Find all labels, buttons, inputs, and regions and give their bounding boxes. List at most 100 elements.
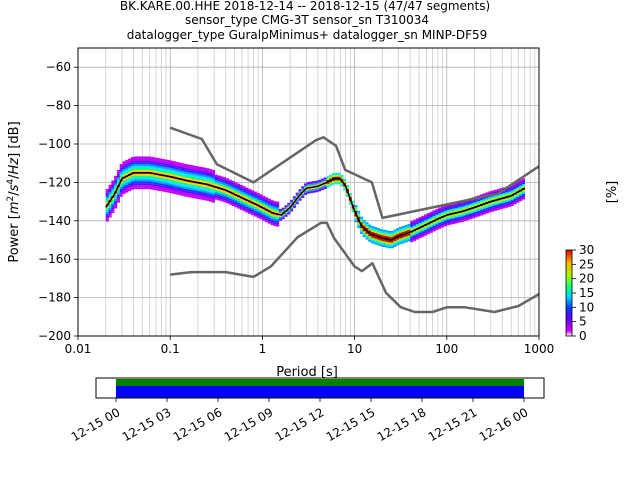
psd-bin (407, 224, 411, 227)
psd-bin (281, 217, 285, 220)
psd-bin (133, 169, 137, 172)
psd-bin (136, 187, 140, 190)
psd-bin (463, 215, 467, 218)
psd-bin (158, 185, 162, 188)
y-tick-label: −140 (38, 214, 71, 228)
psd-bin (167, 171, 171, 174)
psd-bin (519, 179, 523, 182)
psd-bin (200, 190, 204, 193)
psd-bin (331, 178, 336, 181)
psd-bin (116, 200, 121, 203)
psd-bin (438, 215, 442, 218)
timeline-tick-label: 12-15 06 (171, 405, 225, 444)
psd-bin (133, 173, 137, 176)
psd-bin (410, 240, 414, 243)
psd-bin (200, 195, 204, 198)
psd-bin (172, 170, 176, 173)
psd-bin (245, 206, 249, 209)
psd-bin (167, 173, 171, 176)
psd-bin (281, 207, 285, 210)
psd-bin (237, 193, 241, 196)
psd-bin (225, 182, 229, 185)
psd-bin (125, 173, 129, 176)
psd-bin (306, 184, 310, 186)
psd-bin (412, 231, 417, 234)
psd-bin (259, 203, 263, 206)
psd-bin (435, 228, 439, 231)
psd-bin (510, 192, 514, 195)
psd-bin (312, 183, 316, 185)
psd-bin (116, 196, 121, 199)
psd-bin (125, 188, 129, 191)
psd-bin (119, 187, 123, 190)
psd-bin (474, 207, 478, 210)
psd-bin (217, 194, 221, 197)
psd-bin (435, 208, 439, 211)
psd-bin (147, 181, 151, 184)
psd-bin (320, 188, 324, 191)
psd-bin (345, 187, 350, 190)
psd-bin (410, 221, 414, 223)
psd-bin (253, 214, 257, 217)
psd-bin (122, 172, 126, 175)
psd-bin (267, 206, 271, 209)
psd-bin (499, 201, 503, 204)
psd-bin (259, 215, 263, 218)
psd-bin (440, 212, 445, 215)
psd-bin (192, 186, 196, 189)
psd-bin (144, 169, 148, 172)
psd-bin (256, 212, 260, 214)
psd-bin (150, 164, 154, 167)
psd-bin (156, 167, 160, 170)
psd-bin (122, 190, 126, 193)
psd-bin (108, 196, 112, 199)
psd-bin (183, 192, 188, 195)
psd-bin (217, 179, 221, 182)
psd-bin (432, 229, 436, 232)
psd-bin (480, 211, 484, 214)
psd-bin (195, 191, 199, 193)
psd-bin (440, 210, 445, 213)
psd-bin (359, 222, 364, 225)
psd-bin (250, 205, 255, 208)
psd-bin (153, 180, 157, 183)
psd-bin (158, 158, 162, 161)
psd-bin (362, 223, 366, 226)
psd-bin (217, 177, 221, 180)
psd-bin (278, 210, 283, 213)
psd-bin (340, 174, 344, 177)
psd-bin (477, 201, 481, 204)
psd-bin (421, 227, 425, 230)
psd-bin (382, 233, 386, 236)
psd-bin (309, 183, 313, 186)
timeline-tick-label: 12-15 03 (120, 405, 174, 444)
psd-bin (186, 181, 190, 184)
psd-bin (424, 222, 428, 225)
psd-bin (443, 216, 447, 219)
psd-bin (460, 206, 464, 209)
psd-bin (390, 240, 394, 243)
psd-bin (401, 241, 405, 244)
psd-bin (189, 184, 193, 187)
psd-bin (415, 237, 419, 240)
psd-bin (220, 180, 224, 183)
psd-bin (197, 193, 202, 196)
psd-bin (396, 241, 400, 244)
timeline-tick-label: 12-16 00 (477, 405, 531, 444)
psd-bin (482, 199, 486, 202)
psd-bin (239, 194, 243, 197)
psd-bin (234, 205, 238, 208)
psd-bin (256, 208, 260, 211)
psd-bin (513, 188, 517, 191)
colorbar-gradient (565, 249, 573, 337)
psd-bin (178, 172, 182, 175)
psd-bin (214, 180, 218, 183)
psd-bin (482, 206, 486, 209)
psd-bin (449, 215, 453, 217)
psd-bin (248, 202, 252, 205)
psd-bin (203, 192, 207, 195)
psd-bin (306, 187, 310, 190)
psd-bin (234, 182, 238, 185)
psd-bin (139, 156, 143, 159)
psd-bin (192, 178, 196, 181)
